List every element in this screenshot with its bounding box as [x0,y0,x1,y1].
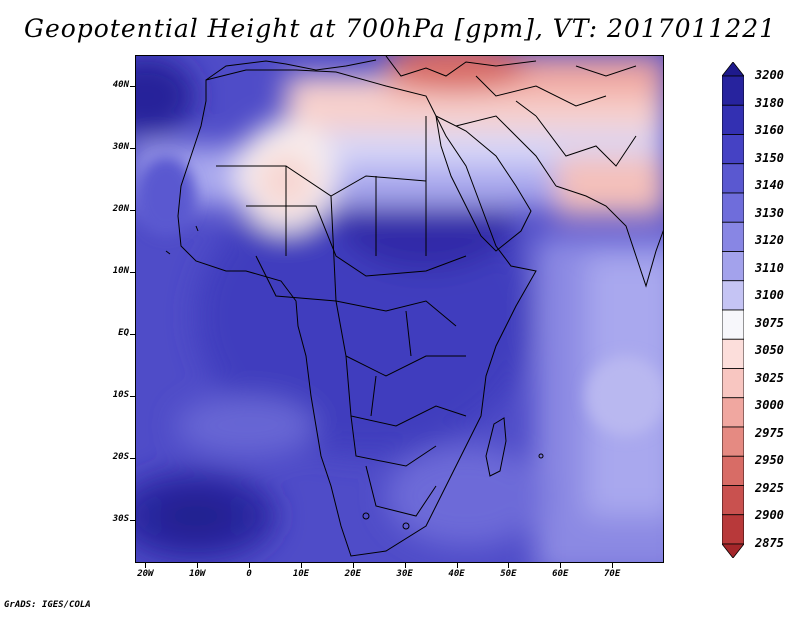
lat-tick [130,147,135,149]
lon-label: 70E [603,569,621,579]
colorbar-label: 2975 [755,425,784,440]
lat-tick [130,209,135,211]
colorbar-label: 2875 [755,536,784,550]
colorbar-label: 3180 [755,95,784,110]
colorbar-segment [722,455,744,486]
lon-label: 20W [137,569,154,579]
lon-tick [145,563,147,568]
geopotential-map [135,55,664,563]
lat-tick [130,519,135,521]
colorbar-segment [722,485,744,516]
colorbar-label: 3160 [755,123,784,138]
lon-label: 20E [344,569,361,579]
lat-label: 20S [112,451,129,462]
lat-tick [130,395,135,397]
colorbar-label: 3140 [755,178,784,193]
grads-credit: GrADS: IGES/COLA [4,600,91,610]
map-svg [136,56,663,562]
med-coast [385,56,537,77]
colorbar-segment [722,368,744,399]
colorbar-label: 2925 [755,480,784,495]
colorbar-label: 3025 [755,370,784,385]
colorbar-segment [722,221,744,252]
coastlines [165,56,663,557]
lon-tick [456,563,458,568]
lat-tick [130,333,135,335]
colorbar [722,62,744,558]
lat-label: 20N [112,203,129,214]
lat-tick [130,457,135,459]
colorbar-segment [722,134,744,165]
africa-coast [177,69,537,557]
lon-tick [508,563,510,568]
asia-coast [555,185,663,288]
colorbar-label: 3075 [755,315,784,330]
map-title: Geopotential Height at 700hPa [gpm], VT:… [23,14,777,43]
colorbar-label: 3110 [755,260,784,275]
colorbar-label: 3200 [755,68,784,82]
lon-label: 10E [292,569,310,579]
colorbar-segment [722,104,744,135]
lat-label: 30N [112,141,129,152]
colorbar-label: 3100 [755,288,784,303]
lon-tick [249,563,251,568]
lon-label: 40E [448,569,465,579]
colorbar-bottom-arrow [722,543,744,558]
lon-label: 0 [246,569,252,579]
colorbar-label: 2900 [755,508,784,523]
colorbar-segment [722,280,744,311]
lon-label: 10W [189,569,206,579]
colorbar-label: 3000 [755,398,784,413]
colorbar-label: 3050 [755,343,784,358]
lat-tick [130,271,135,273]
lon-tick [612,563,614,568]
lon-label: 50E [500,569,517,579]
lat-label: 10N [112,265,129,276]
lon-label: 60E [552,569,569,579]
lon-tick [404,563,406,568]
colorbar-top-arrow [722,62,744,77]
colorbar-segment [722,309,744,340]
lat-label: 30S [112,513,129,524]
colorbar-label: 3120 [755,233,784,248]
lat-label: EQ [118,327,129,338]
colorbar-segment [722,192,744,223]
colorbar-segment [722,75,744,106]
lat-label: 10S [112,389,129,400]
lon-tick [560,563,562,568]
lon-tick [197,563,199,568]
lon-label: 30E [396,569,413,579]
madagascar-coast [485,417,507,477]
colorbar-label: 2950 [755,453,784,468]
arabia-coast [435,115,532,252]
colorbar-segment [722,397,744,428]
lon-tick [352,563,354,568]
colorbar-label: 3130 [755,205,784,220]
colorbar-segment [722,514,744,545]
europe-coast [205,59,377,81]
colorbar-segment [722,251,744,282]
colorbar-segment [722,163,744,194]
colorbar-segment [722,338,744,369]
lat-label: 40N [112,79,129,90]
lon-tick [300,563,302,568]
lat-tick [130,85,135,87]
colorbar-label: 3150 [755,150,784,165]
colorbar-segment [722,426,744,457]
